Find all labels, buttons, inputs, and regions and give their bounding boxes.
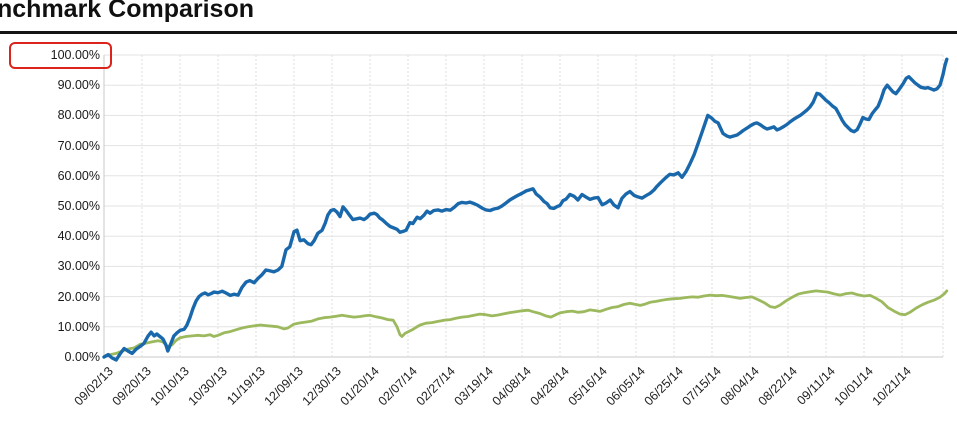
- y-tick-label: 90.00%: [57, 78, 100, 93]
- y-tick-label: 60.00%: [57, 168, 100, 183]
- y-tick-label: 70.00%: [57, 138, 100, 153]
- blue-line-series: [102, 57, 949, 362]
- y-tick-label: 30.00%: [57, 259, 100, 274]
- y-tick-label: 20.00%: [57, 289, 100, 304]
- highlight-annotation-box: [9, 42, 112, 69]
- title-underline: [0, 31, 957, 34]
- y-tick-label: 50.00%: [57, 199, 100, 213]
- y-tick-label: 40.00%: [57, 229, 100, 244]
- y-tick-label: 10.00%: [57, 319, 100, 334]
- y-tick-label: 0.00%: [64, 350, 100, 364]
- y-tick-label: 80.00%: [57, 108, 100, 123]
- y-tick-label: 100.00%: [50, 48, 100, 62]
- green-line-series: [102, 289, 949, 359]
- page-title: nchmark Comparison: [0, 0, 255, 23]
